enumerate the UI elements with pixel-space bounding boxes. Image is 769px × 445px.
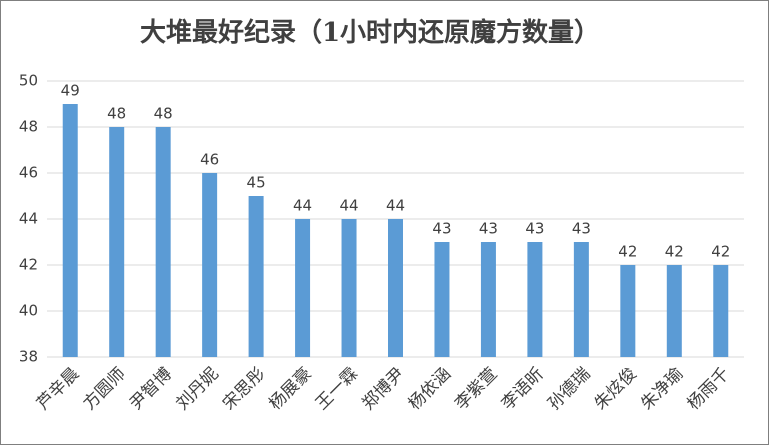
- y-tick-label: 44: [19, 210, 38, 228]
- value-label: 43: [525, 220, 544, 238]
- bar: [248, 196, 264, 357]
- bar: [109, 127, 125, 357]
- y-tick-label: 38: [19, 348, 38, 366]
- value-label: 43: [572, 220, 591, 238]
- y-tick-label: 50: [19, 72, 38, 90]
- bar: [295, 219, 311, 357]
- value-label: 48: [154, 105, 173, 123]
- bar: [62, 104, 78, 357]
- value-label: 44: [386, 197, 405, 215]
- y-tick-label: 40: [19, 302, 38, 320]
- value-label: 42: [711, 243, 730, 261]
- value-label: 49: [61, 82, 80, 100]
- value-label: 48: [107, 105, 126, 123]
- bar: [202, 173, 218, 357]
- chart-title: 大堆最好纪录（1小时内还原魔方数量）: [140, 17, 600, 48]
- value-label: 43: [479, 220, 498, 238]
- value-label: 42: [665, 243, 684, 261]
- value-label: 42: [618, 243, 637, 261]
- bar: [666, 265, 682, 357]
- y-tick-label: 42: [19, 256, 38, 274]
- bar: [527, 242, 543, 357]
- bar: [713, 265, 729, 357]
- bar: [341, 219, 357, 357]
- value-label: 44: [293, 197, 312, 215]
- bar: [480, 242, 496, 357]
- value-label: 45: [247, 174, 266, 192]
- bar: [434, 242, 450, 357]
- y-tick-label: 48: [19, 118, 38, 136]
- bar: [573, 242, 589, 357]
- value-label: 44: [339, 197, 358, 215]
- bar: [620, 265, 636, 357]
- bar: [388, 219, 403, 357]
- value-label: 43: [432, 220, 451, 238]
- bar: [155, 127, 171, 357]
- value-label: 46: [200, 151, 219, 169]
- y-tick-label: 46: [19, 164, 38, 182]
